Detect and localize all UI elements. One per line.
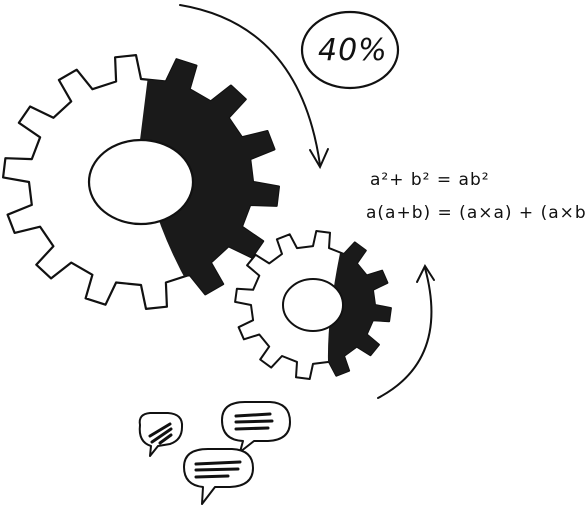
large-gear-icon bbox=[2, 54, 280, 310]
percent-oval bbox=[300, 10, 400, 90]
formula-block: a²+ b² = ab² a(a+b) = (a×a) + (a×b) bbox=[366, 170, 585, 223]
speech-bubble-top-icon bbox=[221, 401, 291, 453]
small-gear-hub bbox=[282, 278, 344, 332]
formula-line-1: a²+ b² = ab² bbox=[370, 170, 490, 190]
percent-label: 40% bbox=[318, 33, 388, 68]
small-gear-icon bbox=[234, 230, 392, 380]
large-gear-hub bbox=[87, 138, 195, 226]
speech-bubble-bottom-icon bbox=[183, 448, 254, 505]
speech-bubble-left-icon bbox=[138, 412, 184, 457]
curved-arrow-bottom-icon bbox=[377, 263, 435, 399]
percent-annotation: 40% bbox=[300, 10, 400, 90]
formula-line-2: a(a+b) = (a×a) + (a×b) bbox=[366, 203, 585, 223]
small-gear-shaded-half bbox=[327, 231, 391, 379]
curved-arrow-top-icon bbox=[179, 4, 329, 170]
